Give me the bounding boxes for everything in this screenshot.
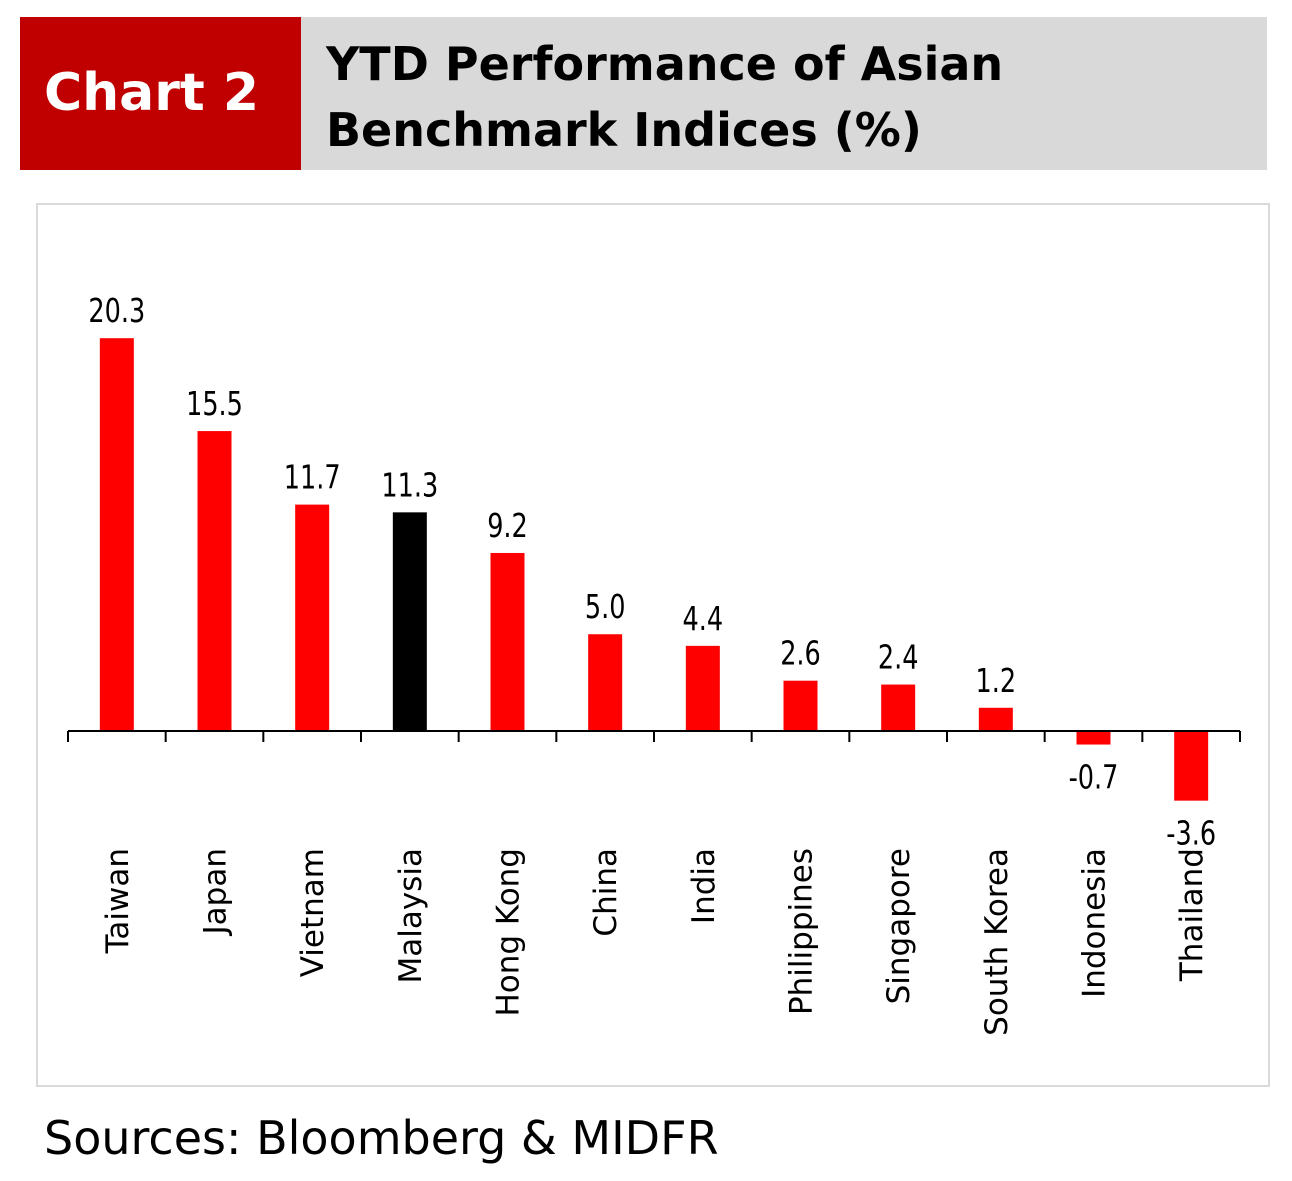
- data-label-india: 4.4: [683, 600, 724, 639]
- data-label-thailand: -3.6: [1166, 815, 1216, 854]
- chart-header: Chart 2 YTD Performance of Asian Benchma…: [20, 17, 1267, 170]
- chart-title: YTD Performance of Asian Benchmark Indic…: [326, 37, 1004, 157]
- data-label-japan: 15.5: [186, 385, 243, 424]
- category-label-vietnam: Vietnam: [295, 848, 331, 977]
- category-label-thailand: Thailand: [1174, 848, 1210, 982]
- category-label-indonesia: Indonesia: [1077, 848, 1113, 998]
- category-label-philippines: Philippines: [784, 848, 820, 1015]
- bar-singapore: [881, 684, 916, 731]
- data-label-china: 5.0: [585, 588, 626, 627]
- category-label-hong-kong: Hong Kong: [491, 848, 527, 1017]
- data-label-hong-kong: 9.2: [487, 507, 528, 546]
- category-label-malaysia: Malaysia: [393, 848, 429, 983]
- bar-japan: [197, 431, 232, 731]
- bar-indonesia: [1076, 731, 1111, 745]
- data-label-south-korea: 1.2: [976, 662, 1017, 701]
- category-label-china: China: [588, 848, 624, 937]
- data-label-taiwan: 20.3: [88, 292, 145, 331]
- bar-thailand: [1174, 731, 1209, 801]
- data-label-singapore: 2.4: [878, 639, 919, 678]
- chart-number-tag: Chart 2: [20, 17, 301, 170]
- source-note: Sources: Bloomberg & MIDFR: [44, 1111, 719, 1165]
- bar-india: [685, 645, 720, 731]
- bar-vietnam: [295, 504, 330, 731]
- bar-philippines: [783, 680, 818, 731]
- bar-taiwan: [99, 338, 134, 731]
- bar-malaysia: [392, 512, 427, 731]
- category-label-singapore: Singapore: [881, 848, 917, 1004]
- chart-frame: [36, 203, 1270, 1087]
- category-label-india: India: [686, 848, 722, 924]
- category-label-japan: Japan: [198, 848, 234, 936]
- bar-hong-kong: [490, 552, 525, 731]
- category-label-taiwan: Taiwan: [100, 848, 136, 954]
- bar-china: [588, 634, 623, 731]
- category-label-south-korea: South Korea: [979, 848, 1015, 1036]
- data-label-philippines: 2.6: [780, 635, 821, 674]
- data-label-indonesia: -0.7: [1069, 759, 1119, 798]
- data-label-vietnam: 11.7: [284, 459, 341, 498]
- bar-south-korea: [978, 707, 1013, 731]
- data-label-malaysia: 11.3: [381, 466, 438, 505]
